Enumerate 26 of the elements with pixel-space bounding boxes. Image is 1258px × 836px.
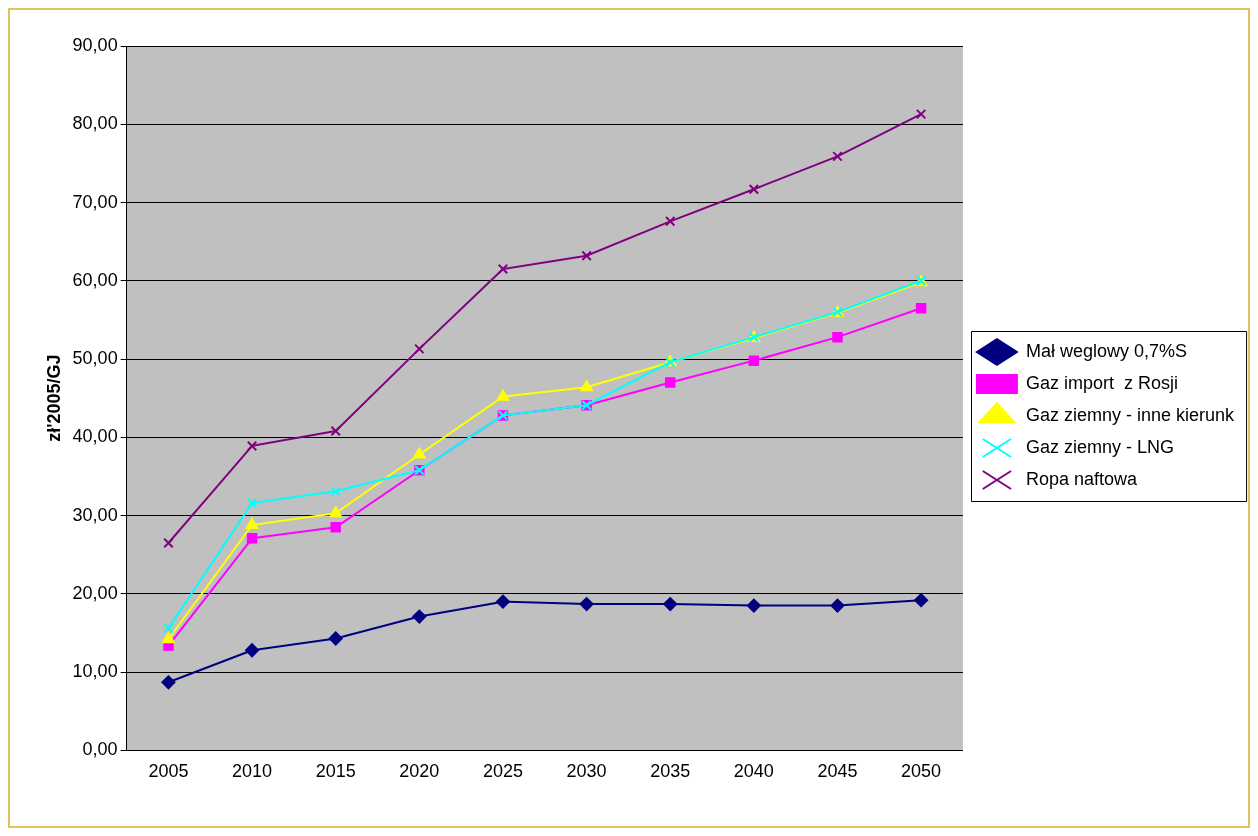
y-tick-label: 20,00 [72, 582, 118, 603]
y-tick-label: 70,00 [72, 191, 118, 212]
y-tick-label: 60,00 [72, 269, 118, 290]
x-tick-label: 2040 [733, 761, 774, 782]
y-tick-label: 80,00 [72, 113, 118, 134]
x-tick-label: 2015 [315, 761, 356, 782]
x-tick-label: 2020 [399, 761, 440, 782]
x-tick-label: 2030 [566, 761, 607, 782]
legend-label: Gaz ziemny - LNG [1025, 436, 1174, 457]
x-tick-label: 2025 [482, 761, 523, 782]
x-tick-label: 2045 [817, 761, 858, 782]
x-tick-label: 2050 [901, 761, 942, 782]
y-tick-label: 50,00 [72, 348, 118, 369]
y-tick-label: 40,00 [72, 426, 118, 447]
legend-label: Ropa naftowa [1025, 468, 1138, 489]
legend-label: Gaz import z Rosji [1025, 372, 1178, 393]
x-tick-label: 2010 [232, 761, 273, 782]
x-tick-label: 2035 [650, 761, 691, 782]
y-tick-label: 10,00 [72, 661, 118, 682]
x-tick-label: 2005 [148, 761, 189, 782]
legend-label: Gaz ziemny - inne kierunk [1025, 404, 1235, 425]
y-tick-label: 90,00 [72, 34, 118, 55]
legend-label: Mał weglowy 0,7%S [1025, 340, 1187, 361]
y-axis-title: zł'2005/GJ [43, 354, 64, 442]
y-tick-label: 30,00 [72, 504, 118, 525]
y-tick-label: 0,00 [82, 739, 118, 760]
